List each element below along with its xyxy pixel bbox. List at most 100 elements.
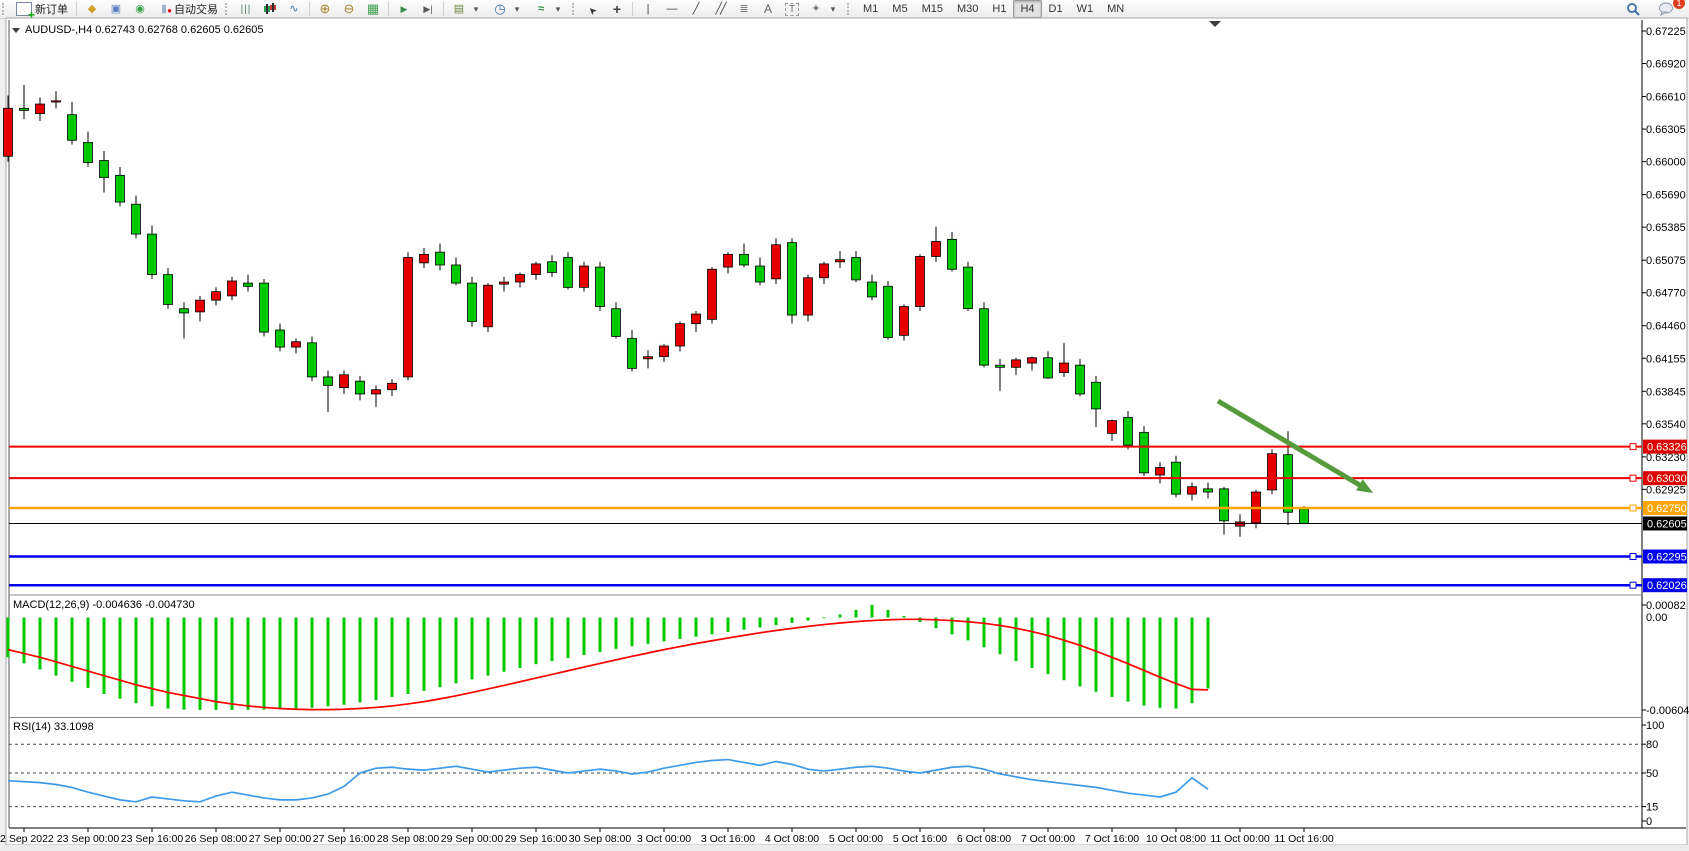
toolbar-separator — [632, 2, 633, 16]
price-tick-label: 0.65075 — [1646, 255, 1686, 267]
trend-arrow[interactable] — [1216, 398, 1370, 493]
price-tick-label: 0.63845 — [1646, 386, 1686, 398]
macd-indicator-label: MACD(12,26,9) -0.004636 -0.004730 — [13, 599, 195, 611]
autotrade-label: 自动交易 — [174, 4, 218, 16]
price-badge-label: 0.63326 — [1647, 442, 1687, 454]
hline-handle[interactable] — [1629, 504, 1637, 512]
macd-min-label: -0.006044 — [1646, 705, 1689, 717]
price-badge — [1643, 516, 1687, 531]
macd-signal-line — [7, 618, 1209, 711]
time-tick-label: 7 Oct 00:00 — [1021, 833, 1075, 845]
time-tick-label: 3 Oct 16:00 — [701, 833, 755, 845]
new-order-icon — [16, 2, 35, 20]
time-tick-label: 10 Oct 08:00 — [1146, 833, 1206, 845]
timeframe-m5[interactable]: M5 — [892, 3, 908, 15]
time-tick-label: 29 Sep 16:00 — [505, 833, 568, 845]
search-button[interactable] — [1621, 0, 1645, 18]
price-tick-label: 0.65690 — [1646, 190, 1686, 202]
price-badge-label: 0.63030 — [1647, 473, 1687, 485]
timeframe-m1[interactable]: M1 — [863, 3, 879, 15]
new-order-button[interactable]: 新订单 — [11, 0, 73, 20]
time-tick-label: 27 Sep 00:00 — [249, 833, 312, 845]
price-badge — [1643, 439, 1687, 454]
time-tick-label: 23 Sep 16:00 — [121, 833, 184, 845]
price-tick-label: 0.64460 — [1646, 321, 1686, 333]
price-badge — [1643, 578, 1687, 593]
timeframe-m30[interactable]: M30 — [956, 3, 979, 15]
trend-arrow-head — [1356, 479, 1374, 494]
hline-handle[interactable] — [1629, 474, 1637, 482]
price-tick-label: 0.67225 — [1646, 26, 1686, 38]
time-tick-label: 22 Sep 2022 — [0, 833, 54, 845]
price-tick-label: 0.66610 — [1646, 92, 1686, 104]
time-tick-label: 4 Oct 08:00 — [765, 833, 819, 845]
price-tick-label: 0.66920 — [1646, 59, 1686, 71]
autotrade-button[interactable]: 自动交易 — [152, 0, 223, 18]
rsi-tick-label: 50 — [1646, 768, 1658, 780]
toolbar-grip[interactable] — [2, 3, 9, 15]
rsi-indicator-label: RSI(14) 33.1098 — [13, 721, 94, 733]
price-tick-label: 0.63540 — [1646, 419, 1686, 431]
price-tick-label: 0.66305 — [1646, 124, 1686, 136]
price-tick-label: 0.64770 — [1646, 288, 1686, 300]
time-tick-label: 5 Oct 00:00 — [829, 833, 883, 845]
price-badge-label: 0.62605 — [1647, 518, 1687, 530]
macd-max-label: 0.00082 — [1646, 600, 1686, 612]
hline-handle[interactable] — [1629, 581, 1637, 589]
price-badge — [1643, 549, 1687, 564]
price-badge-label: 0.62295 — [1647, 552, 1687, 564]
time-tick-label: 6 Oct 08:00 — [957, 833, 1011, 845]
rsi-line — [7, 758, 1209, 803]
time-tick-label: 29 Sep 00:00 — [441, 833, 504, 845]
toolbar-grip[interactable] — [225, 3, 232, 15]
time-tick-label: 5 Oct 16:00 — [893, 833, 947, 845]
time-tick-label: 7 Oct 16:00 — [1085, 833, 1139, 845]
time-tick-label: 3 Oct 00:00 — [637, 833, 691, 845]
autotrade-icon — [157, 2, 172, 18]
time-tick-label: 28 Sep 08:00 — [377, 833, 440, 845]
text-label-icon — [785, 2, 799, 16]
toolbar-grip[interactable] — [847, 3, 854, 15]
time-tick-label: 11 Oct 16:00 — [1274, 833, 1334, 845]
chart-shift-marker[interactable] — [1209, 21, 1221, 27]
timeframe-mn[interactable]: MN — [1107, 3, 1125, 15]
candlestick-icon — [263, 2, 277, 16]
notifications-button[interactable]: 1 — [1653, 0, 1685, 18]
timeframe-group: M1 M5 M15 M30 H1 H4 D1 W1 MN — [856, 0, 1131, 18]
timeframe-h4[interactable]: H4 — [1013, 0, 1042, 18]
notification-badge: 1 — [1673, 0, 1685, 9]
main-toolbar: 新订单 自动交易 — [0, 0, 1689, 20]
toolbar-separator — [309, 2, 310, 16]
hline-handle[interactable] — [1629, 553, 1637, 561]
hline-handle[interactable] — [1629, 443, 1637, 451]
timeframe-h1[interactable]: H1 — [992, 3, 1007, 15]
price-tick-label: 0.66000 — [1646, 157, 1686, 169]
timeframe-d1[interactable]: D1 — [1048, 3, 1063, 15]
rsi-tick-label: 15 — [1646, 802, 1658, 814]
price-badge-label: 0.62026 — [1647, 580, 1687, 592]
price-badge — [1643, 471, 1687, 486]
price-tick-label: 0.63230 — [1646, 452, 1686, 464]
window-menu-icon[interactable] — [12, 28, 20, 33]
label-tool[interactable] — [780, 0, 804, 18]
new-order-label: 新订单 — [35, 4, 68, 16]
time-tick-label: 23 Sep 00:00 — [57, 833, 120, 845]
rsi-tick-label: 0 — [1646, 816, 1652, 828]
timeframe-m15[interactable]: M15 — [921, 3, 943, 15]
price-tick-label: 0.65385 — [1646, 222, 1686, 234]
toolbar-separator — [443, 2, 444, 16]
price-tick-label: 0.64155 — [1646, 353, 1686, 365]
chart-window-title: AUDUSD-,H4 0.62743 0.62768 0.62605 0.626… — [12, 24, 264, 36]
rsi-tick-label: 100 — [1646, 720, 1664, 732]
timeframe-w1[interactable]: W1 — [1076, 3, 1094, 15]
toolbar-grip[interactable] — [572, 3, 579, 15]
price-tick-label: 0.62925 — [1646, 484, 1686, 496]
toolbar-separator — [388, 2, 389, 16]
macd-zero-label: 0.00 — [1646, 612, 1667, 624]
rsi-tick-label: 80 — [1646, 739, 1658, 751]
time-tick-label: 26 Sep 08:00 — [185, 833, 248, 845]
toolbar-separator — [76, 2, 77, 16]
candle-chart-button[interactable] — [258, 0, 282, 18]
